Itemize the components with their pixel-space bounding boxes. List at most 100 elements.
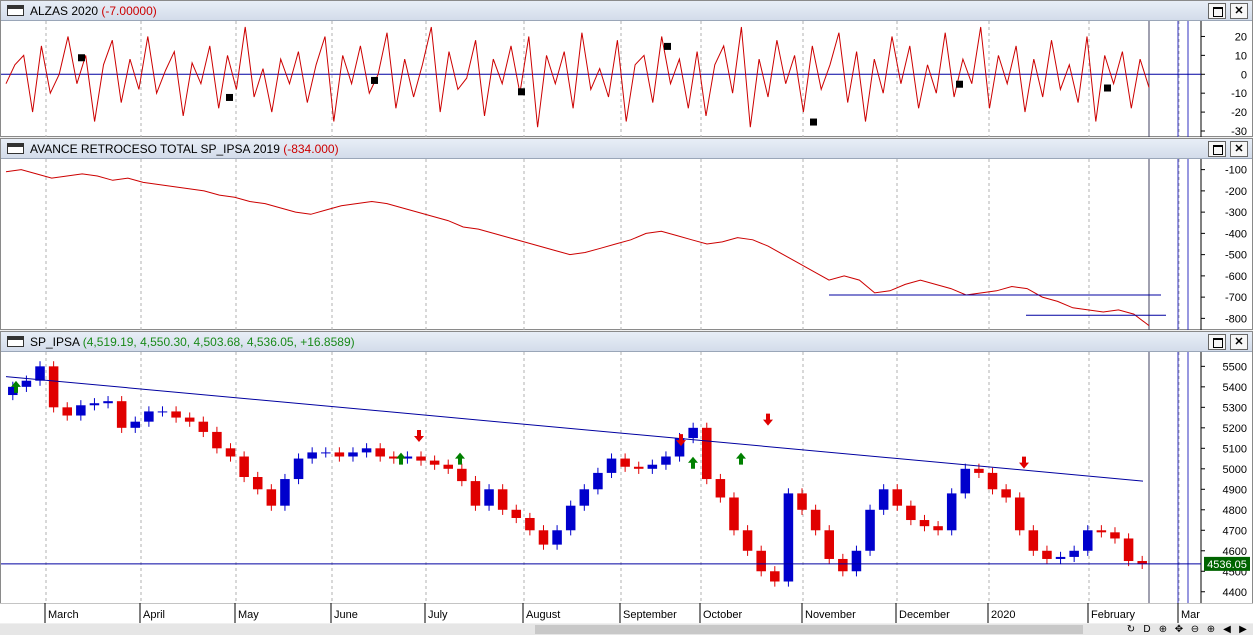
- alzas-title: ALZAS 2020 (-7.00000): [30, 4, 157, 18]
- y-tick-label: 5200: [1223, 423, 1247, 435]
- candle-body: [103, 401, 113, 404]
- candle-body: [606, 458, 617, 473]
- candle-body: [280, 479, 290, 506]
- candle-body: [307, 452, 317, 459]
- alzas-chart: 20 10 0 -10 -20 -30: [1, 21, 1247, 137]
- x-tick-label: April: [143, 609, 165, 621]
- nav-buttons: ↻ D ⊕ ✥ ⊖ ⊕ ◀ ▶: [1125, 624, 1253, 635]
- candle-body: [266, 489, 277, 506]
- candle-body: [674, 438, 685, 457]
- ipsa-value: (4,519.19, 4,550.30, 4,503.68, 4,536.05,…: [82, 335, 355, 349]
- x-tick-label: February: [1091, 609, 1136, 621]
- x-tick-label: December: [899, 609, 950, 621]
- maximize-icon[interactable]: [1208, 3, 1226, 19]
- signal-marker: [664, 42, 671, 50]
- candle-body: [252, 477, 263, 490]
- y-tick-label: -30: [1231, 126, 1247, 137]
- candle-body: [593, 472, 603, 490]
- alzas-pane: ALZAS 2020 (-7.00000) ✕ 20 10 0 -10 -20 -30: [0, 0, 1253, 137]
- y-tick-label: 5500: [1223, 361, 1247, 373]
- candle-body: [525, 517, 535, 531]
- scrollbar-thumb[interactable]: [535, 625, 1083, 634]
- candle-body: [579, 489, 590, 506]
- y-tick-label: 4700: [1223, 525, 1247, 537]
- y-tick-label: 4600: [1223, 546, 1247, 558]
- sell-arrow-icon: [414, 429, 424, 442]
- candle-body: [35, 366, 45, 381]
- candle-body: [361, 448, 372, 453]
- y-tick-label: -100: [1225, 165, 1247, 177]
- last-price-text: 4536.05: [1207, 559, 1247, 571]
- candle-body: [810, 509, 821, 531]
- candle-body: [538, 530, 549, 545]
- zoom-out-icon[interactable]: ⊖: [1190, 624, 1200, 635]
- y-tick-label: -400: [1225, 228, 1247, 240]
- candle-body: [225, 448, 236, 457]
- candle-body: [729, 497, 739, 531]
- candle-body: [157, 411, 168, 413]
- x-tick-label: 2020: [991, 609, 1015, 621]
- candle-body: [48, 366, 59, 408]
- candle-body: [470, 481, 481, 506]
- pane-icon: [7, 5, 24, 16]
- candle-body: [457, 468, 467, 482]
- ipsa-pane: SP_IPSA (4,519.19, 4,550.30, 4,503.68, 4…: [0, 331, 1253, 604]
- maximize-icon[interactable]: [1208, 141, 1226, 157]
- candle-body: [171, 411, 181, 418]
- scroll-right-icon[interactable]: ▶: [1239, 624, 1247, 635]
- close-icon[interactable]: ✕: [1230, 334, 1248, 350]
- candle-body: [906, 505, 916, 521]
- sell-arrow-icon: [676, 434, 686, 447]
- candle-body: [484, 489, 494, 506]
- candle-body: [933, 526, 943, 531]
- candle-body: [76, 405, 86, 416]
- candle-body: [429, 460, 440, 465]
- candle-body: [1014, 497, 1025, 531]
- candle-body: [212, 431, 222, 449]
- d-icon[interactable]: D: [1143, 624, 1151, 635]
- refresh-icon[interactable]: ↻: [1126, 624, 1136, 635]
- move-icon[interactable]: ✥: [1174, 624, 1184, 635]
- candle-body: [838, 558, 848, 572]
- y-tick-label: -600: [1225, 271, 1247, 283]
- alzas-value: (-7.00000): [101, 4, 157, 18]
- y-tick-label: -300: [1225, 207, 1247, 219]
- y-tick-label: -500: [1225, 250, 1247, 262]
- x-tick-label: July: [428, 609, 448, 621]
- y-tick-label: -700: [1225, 292, 1247, 304]
- candle-body: [89, 403, 100, 406]
- candle-body: [742, 530, 753, 551]
- candle-body: [1137, 561, 1147, 564]
- crosshair-icon[interactable]: ⊕: [1158, 624, 1168, 635]
- close-icon[interactable]: ✕: [1230, 3, 1248, 19]
- close-icon[interactable]: ✕: [1230, 141, 1248, 157]
- scroll-left-icon[interactable]: ◀: [1223, 624, 1231, 635]
- x-tick-label: May: [238, 609, 259, 621]
- candle-body: [1069, 550, 1079, 557]
- ipsa-titlebar: SP_IPSA (4,519.19, 4,550.30, 4,503.68, 4…: [1, 332, 1252, 352]
- alzas-title-text: ALZAS 2020: [30, 4, 99, 18]
- sell-arrow-icon: [763, 413, 773, 426]
- signal-marker: [810, 118, 817, 126]
- candle-body: [21, 380, 32, 387]
- x-tick-label: October: [703, 609, 742, 621]
- candle-body: [878, 489, 889, 510]
- zoom-in-icon[interactable]: ⊕: [1206, 624, 1216, 635]
- signal-marker: [226, 93, 233, 101]
- pane-icon: [7, 336, 24, 347]
- candle-body: [865, 509, 875, 551]
- candle-body: [1055, 556, 1066, 559]
- horizontal-scrollbar[interactable]: [0, 624, 1253, 635]
- candle-body: [851, 550, 862, 572]
- candle-body: [334, 452, 345, 457]
- avance-title-text: AVANCE RETROCESO TOTAL SP_IPSA 2019: [30, 142, 280, 156]
- candle-body: [1083, 530, 1093, 551]
- alzas-titlebar: ALZAS 2020 (-7.00000) ✕: [1, 1, 1252, 21]
- y-tick-label: 4400: [1223, 587, 1247, 599]
- y-tick-label: 5400: [1223, 382, 1247, 394]
- candle-body: [1123, 538, 1134, 562]
- candle-body: [348, 452, 358, 457]
- buy-arrow-icon: [688, 456, 698, 469]
- candle-body: [1001, 489, 1011, 498]
- maximize-icon[interactable]: [1208, 334, 1226, 350]
